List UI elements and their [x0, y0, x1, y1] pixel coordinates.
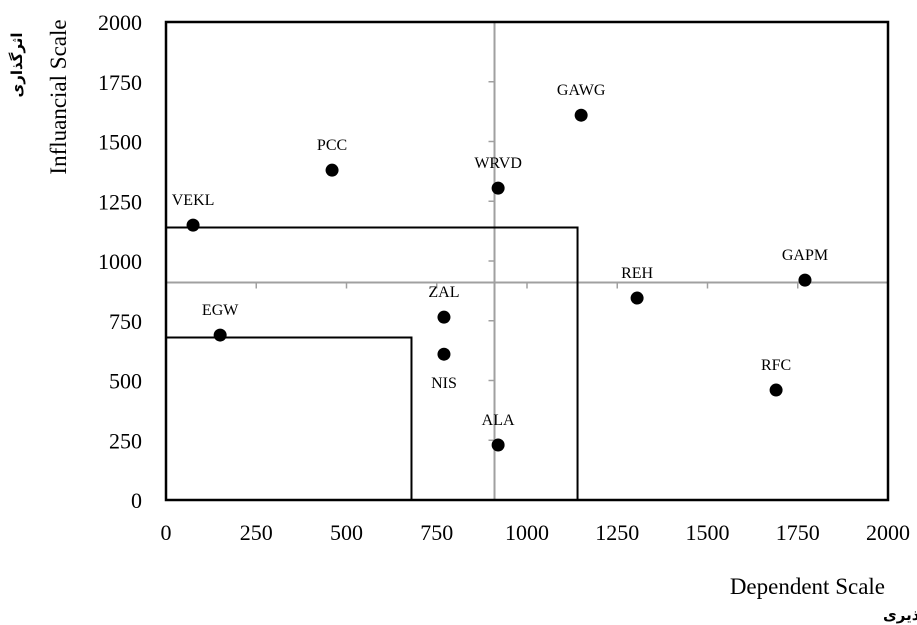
data-point-gapm [798, 273, 812, 287]
y-tick-label: 1250 [98, 189, 142, 214]
point-label-egw: EGW [202, 302, 239, 319]
y-tick-label: 1000 [98, 249, 142, 274]
x-tick-label: 250 [240, 520, 273, 545]
x-tick-label: 1250 [595, 520, 639, 545]
x-axis-title-persian: اثرپذیری [883, 606, 917, 625]
y-tick-label: 1500 [98, 130, 142, 155]
data-point-zal [437, 310, 451, 324]
data-point-wrvd [491, 181, 505, 195]
quadrant-box-1 [166, 226, 579, 500]
y-tick-label: 250 [109, 428, 142, 453]
data-point-vekl [186, 218, 200, 232]
point-label-vekl: VEKL [172, 192, 215, 209]
point-label-nis: NIS [431, 375, 457, 392]
data-point-pcc [325, 163, 339, 177]
quadrant-box-2 [166, 336, 413, 500]
x-axis-title: Dependent Scale [730, 574, 885, 599]
x-tick-label: 2000 [866, 520, 910, 545]
x-tick-label: 1000 [505, 520, 549, 545]
data-point-rfc [769, 383, 783, 397]
y-tick-label: 2000 [98, 10, 142, 35]
y-tick-label: 750 [109, 309, 142, 334]
point-label-reh: REH [621, 265, 653, 282]
y-tick-label: 500 [109, 369, 142, 394]
x-tick-label: 500 [330, 520, 363, 545]
data-point-ala [491, 438, 505, 452]
point-label-wrvd: WRVD [474, 155, 522, 172]
x-tick-label: 1500 [686, 520, 730, 545]
data-point-nis [437, 347, 451, 361]
point-label-ala: ALA [482, 412, 515, 429]
y-tick-label: 1750 [98, 70, 142, 95]
plot-area: 0 250 500 750 1000 1250 1500 1750 2000 0 250 500 750… [98, 10, 910, 545]
point-label-gapm: GAPM [782, 247, 828, 264]
x-tick-label: 750 [420, 520, 453, 545]
plot-frame [164, 20, 890, 502]
x-tick-label: 1750 [776, 520, 820, 545]
point-label-pcc: PCC [317, 137, 347, 154]
y-tick-label: 0 [131, 488, 142, 513]
x-tick-label: 0 [161, 520, 172, 545]
point-label-gawg: GAWG [557, 82, 606, 99]
data-point-reh [630, 291, 644, 305]
data-point-egw [213, 328, 227, 342]
data-point-gawg [574, 108, 588, 122]
y-axis-title: Influancial Scale [46, 19, 71, 174]
point-label-zal: ZAL [428, 284, 459, 301]
y-axis-title-persian: اثرگذاری [8, 32, 26, 97]
point-label-rfc: RFC [761, 357, 791, 374]
